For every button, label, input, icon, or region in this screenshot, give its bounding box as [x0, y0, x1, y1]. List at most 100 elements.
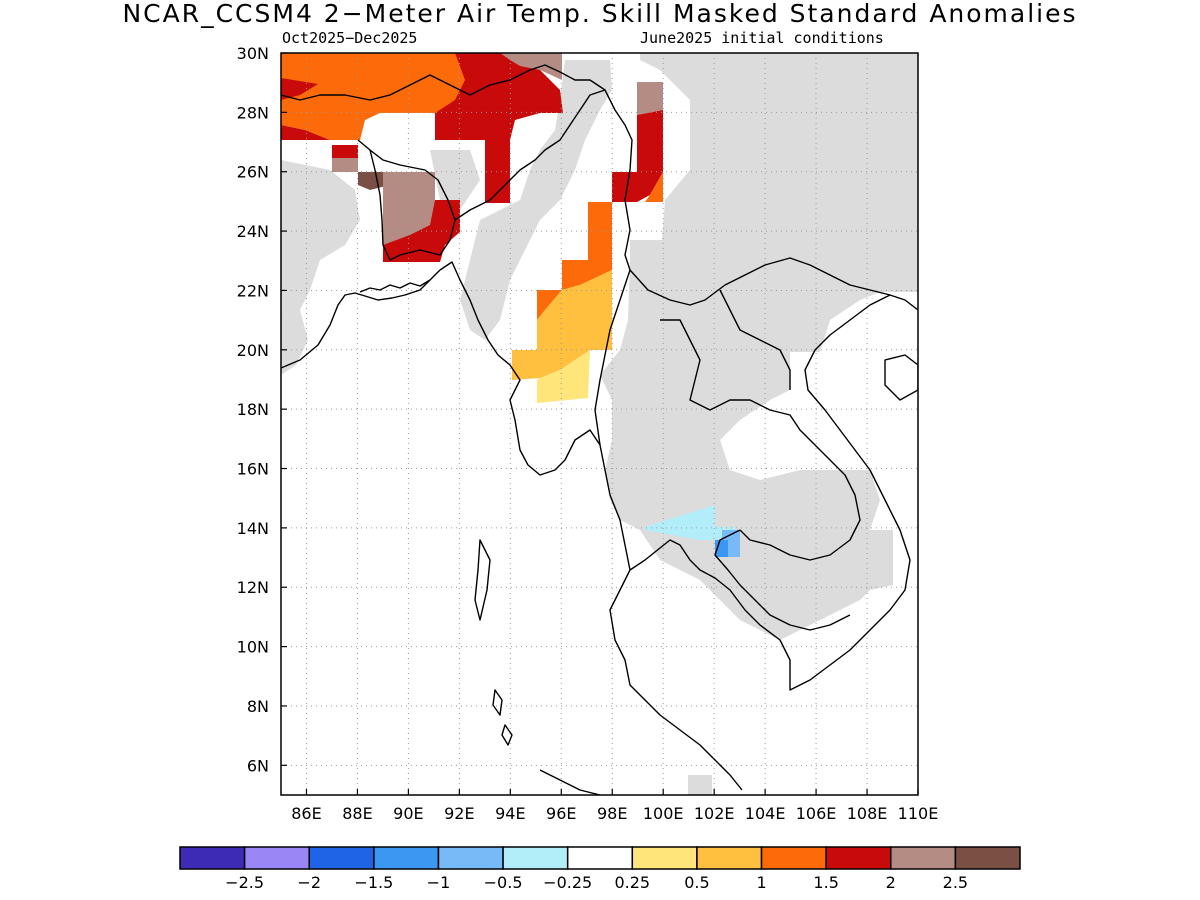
colorbar-swatch [566, 846, 634, 870]
lat-tick-label: 24N [237, 222, 269, 241]
anomaly-cell-2-5 [637, 82, 663, 115]
initial-conditions: June2025 initial conditions [640, 29, 884, 47]
lat-tick-label: 10N [237, 638, 269, 657]
lon-tick-label: 106E [796, 804, 837, 823]
colorbar-label: −1 [427, 873, 451, 892]
colorbar-swatch [437, 846, 504, 870]
lat-tick-label: 20N [237, 341, 269, 360]
border-vietnam [719, 289, 791, 390]
masked-region-bottom [688, 775, 712, 795]
lon-tick-label: 96E [546, 804, 576, 823]
anomaly-cell-3 [358, 172, 390, 190]
colorbar [179, 846, 1021, 870]
border-india-bangladesh [357, 139, 456, 261]
coastline-island-1 [884, 354, 918, 401]
colorbar-swatch [631, 846, 698, 870]
lon-tick-label: 102E [694, 804, 735, 823]
colorbar-swatch [502, 846, 569, 870]
lon-tick-label: 92E [444, 804, 474, 823]
lat-tick-label: 14N [237, 519, 269, 538]
anomaly-cell-1-5 [645, 172, 663, 202]
colorbar-swatch [890, 846, 957, 870]
colorbar-label: 0.25 [614, 873, 650, 892]
masked-region-central [460, 60, 612, 340]
masked-region [281, 53, 918, 795]
colorbar-label: −1.5 [354, 873, 393, 892]
lat-tick-label: 18N [237, 400, 269, 419]
lon-tick-label: 86E [291, 804, 321, 823]
border-laos [660, 319, 861, 561]
masked-region-west [281, 160, 360, 320]
lat-tick-label: 6N [247, 756, 269, 775]
coastline-andaman-1 [474, 539, 491, 621]
axis-ticks [281, 52, 919, 795]
masked-region-river [430, 150, 480, 210]
longitude-labels: 86E 88E 90E 92E 94E 96E 98E 100E 102E 104E 106E 108… [291, 804, 938, 823]
anomaly-cell-2-5 [500, 53, 562, 80]
colorbar-label: −0.5 [484, 873, 523, 892]
colorbar-label: 2.5 [943, 873, 968, 892]
anomaly-cell-1 [512, 270, 612, 380]
colorbar-swatch [243, 846, 310, 870]
grid-lines [281, 53, 918, 795]
coastline-myanmar [439, 261, 743, 791]
anomaly-cells [281, 53, 740, 557]
coastline-andaman-2 [492, 689, 503, 716]
colorbar-label: 1.5 [813, 873, 838, 892]
coastline-china-border [281, 64, 891, 306]
lon-tick-label: 108E [847, 804, 888, 823]
lon-tick-label: 104E [745, 804, 786, 823]
colorbar-label: 2 [886, 873, 896, 892]
lon-tick-label: 100E [643, 804, 684, 823]
border-thailand-cambodia [714, 529, 851, 631]
anomaly-cell-2-5 [332, 158, 358, 172]
map-plot-area [281, 53, 918, 795]
border-myanmar-india [454, 89, 606, 221]
lon-tick-label: 90E [393, 804, 423, 823]
coastline-bay-islands [359, 279, 431, 293]
colorbar-label: −2 [297, 873, 321, 892]
colorbar-labels: −2.5 −2 −1.5 −1 −0.5 −0.25 0.25 0.5 1 1.5 2 2.5 [225, 873, 968, 892]
colorbar-swatch [954, 846, 1021, 870]
border-myanmar-thailand [594, 269, 631, 446]
colorbar-swatch [825, 846, 892, 870]
coastline-thailand-gulf [629, 294, 918, 691]
colorbar-label: 0.5 [684, 873, 709, 892]
lat-tick-label: 28N [237, 103, 269, 122]
anomaly-cell-1-5 [588, 202, 612, 260]
anomaly-cell-2 [281, 78, 318, 100]
latitude-labels: 30N 28N 26N 24N 22N 20N 18N 16N 14N 12N 10N 8N 6N [237, 44, 269, 775]
lon-tick-label: 88E [342, 804, 372, 823]
lon-tick-label: 98E [597, 804, 627, 823]
colorbar-swatch [179, 846, 246, 870]
lat-tick-label: 26N [237, 163, 269, 182]
plot-frame [280, 52, 919, 796]
masked-region-sw-strip [281, 310, 308, 375]
coastline-andaman-3 [501, 724, 513, 746]
forecast-period: Oct2025−Dec2025 [282, 29, 418, 47]
anomaly-cell-2 [435, 53, 563, 203]
lat-tick-label: 16N [237, 460, 269, 479]
coastline [281, 64, 918, 795]
anomaly-cell-2 [612, 110, 663, 202]
anomaly-cell-1-5 [281, 53, 470, 140]
lat-tick-label: 22N [237, 281, 269, 300]
colorbar-label: 1 [756, 873, 766, 892]
anomaly-cell-2 [332, 145, 358, 158]
lat-tick-label: 30N [237, 44, 269, 63]
coastline-india-west [281, 269, 441, 369]
anomaly-cell-0-5 [537, 350, 590, 403]
colorbar-swatch [760, 846, 827, 870]
masked-region-northeast [600, 53, 918, 640]
anomaly-cell-1-5 [537, 290, 562, 320]
lon-tick-label: 110E [898, 804, 939, 823]
lon-tick-label: 94E [495, 804, 525, 823]
coastline-south-peninsula [539, 769, 601, 795]
lat-tick-label: 8N [247, 697, 269, 716]
colorbar-swatch [308, 846, 375, 870]
colorbar-swatch [696, 846, 763, 870]
map-title: NCAR_CCSM4 2−Meter Air Temp. Skill Maske… [122, 0, 1078, 28]
lat-tick-label: 12N [237, 578, 269, 597]
anomaly-cell-neg-0-5 [645, 505, 735, 540]
